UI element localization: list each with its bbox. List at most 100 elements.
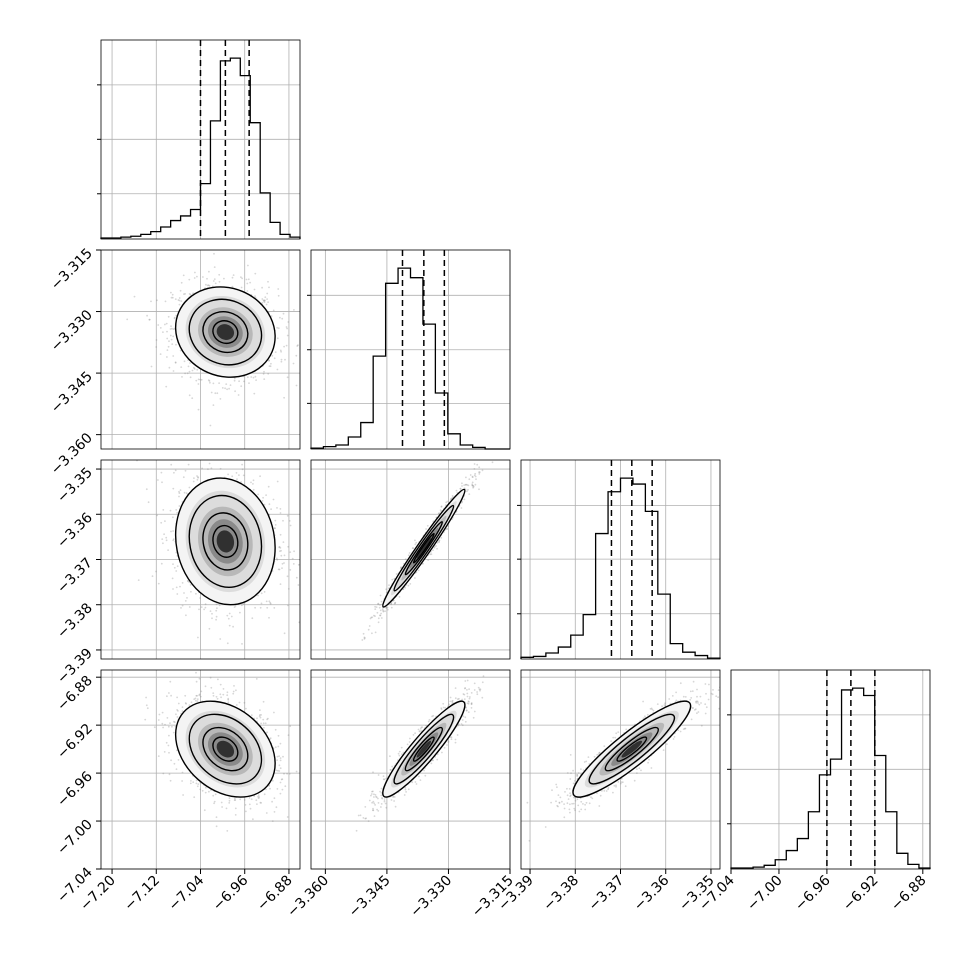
scatter-point	[276, 368, 279, 371]
scatter-point	[271, 354, 274, 357]
scatter-point	[148, 318, 151, 321]
scatter-point	[293, 309, 295, 311]
scatter-point	[181, 604, 184, 607]
scatter-point	[168, 751, 170, 754]
scatter-point	[234, 799, 237, 801]
scatter-point	[176, 565, 179, 568]
scatter-point	[245, 278, 248, 281]
scatter-point	[261, 500, 264, 502]
scatter-point	[295, 354, 298, 357]
scatter-point	[189, 293, 192, 296]
scatter-point	[277, 568, 280, 571]
scatter-point	[432, 549, 434, 551]
scatter-point	[232, 690, 235, 693]
scatter-point	[183, 360, 186, 363]
panel-frame	[730, 669, 931, 870]
scatter-point	[235, 472, 238, 474]
scatter-point	[201, 789, 204, 792]
scatter-point	[285, 326, 288, 328]
scatter-point	[279, 547, 282, 549]
scatter-point	[465, 483, 467, 486]
density-fill-4	[216, 530, 235, 553]
scatter-point	[375, 606, 378, 608]
scatter-point	[289, 725, 292, 728]
scatter-point	[168, 340, 170, 343]
scatter-point	[184, 469, 187, 472]
scatter-point	[468, 478, 471, 481]
scatter-point	[468, 493, 471, 495]
scatter-point	[404, 558, 407, 560]
scatter-point	[392, 599, 395, 602]
scatter-point	[295, 770, 298, 773]
scatter-point	[459, 487, 462, 490]
scatter-point	[240, 276, 242, 279]
scatter-point	[388, 584, 390, 587]
scatter-point	[173, 317, 176, 320]
scatter-point	[259, 606, 262, 609]
scatter-point	[198, 694, 201, 697]
scatter-point	[263, 301, 266, 304]
scatter-point	[273, 527, 276, 530]
scatter-point	[198, 677, 201, 680]
scatter-point	[255, 678, 258, 680]
scatter-point	[287, 588, 290, 590]
scatter-point	[287, 545, 290, 548]
scatter-point	[269, 365, 272, 368]
scatter-point	[293, 550, 295, 553]
scatter-point	[393, 602, 396, 605]
scatter-point	[172, 538, 175, 540]
scatter-point	[157, 755, 160, 757]
histogram-step-1	[310, 267, 510, 450]
scatter-point	[210, 467, 213, 470]
scatter-point	[278, 770, 281, 772]
scatter-point	[463, 498, 466, 501]
scatter-point	[263, 591, 266, 593]
scatter-point	[266, 292, 269, 295]
scatter-point	[266, 718, 268, 721]
scatter-point	[277, 734, 280, 737]
scatter-point	[209, 610, 212, 612]
scatter-point	[162, 772, 165, 775]
scatter-point	[399, 567, 402, 569]
scatter-point	[157, 479, 159, 481]
scatter-point	[276, 558, 279, 561]
pair-content	[361, 461, 494, 641]
density-fill-4	[216, 324, 235, 340]
scatter-point	[199, 788, 202, 791]
scatter-point	[170, 759, 173, 762]
scatter-point	[201, 467, 204, 470]
scatter-point	[277, 288, 280, 290]
scatter-point	[266, 456, 268, 458]
scatter-point	[228, 387, 231, 390]
scatter-point	[374, 605, 376, 608]
scatter-point	[262, 300, 265, 302]
scatter-point	[202, 276, 204, 278]
scatter-point	[281, 317, 284, 320]
scatter-point	[381, 608, 384, 611]
scatter-point	[158, 713, 161, 716]
scatter-point	[252, 376, 255, 379]
scatter-point	[288, 520, 291, 522]
scatter-point	[250, 376, 253, 378]
scatter-point	[215, 609, 218, 612]
scatter-point	[253, 392, 256, 395]
scatter-point	[177, 299, 180, 301]
scatter-point	[185, 702, 188, 705]
scatter-point	[250, 481, 252, 484]
scatter-point	[260, 592, 263, 595]
scatter-point	[219, 683, 222, 686]
scatter-point	[196, 368, 199, 371]
scatter-point	[263, 378, 266, 380]
scatter-point	[451, 495, 454, 497]
scatter-point	[198, 608, 200, 611]
scatter-point	[436, 541, 439, 544]
scatter-point	[137, 579, 140, 581]
scatter-point	[203, 809, 206, 812]
scatter-point	[268, 359, 270, 362]
scatter-point	[433, 546, 436, 549]
scatter-point	[362, 632, 365, 635]
scatter-point	[253, 288, 256, 291]
scatter-point	[390, 606, 393, 609]
scatter-point	[217, 678, 219, 681]
scatter-point	[469, 474, 472, 476]
